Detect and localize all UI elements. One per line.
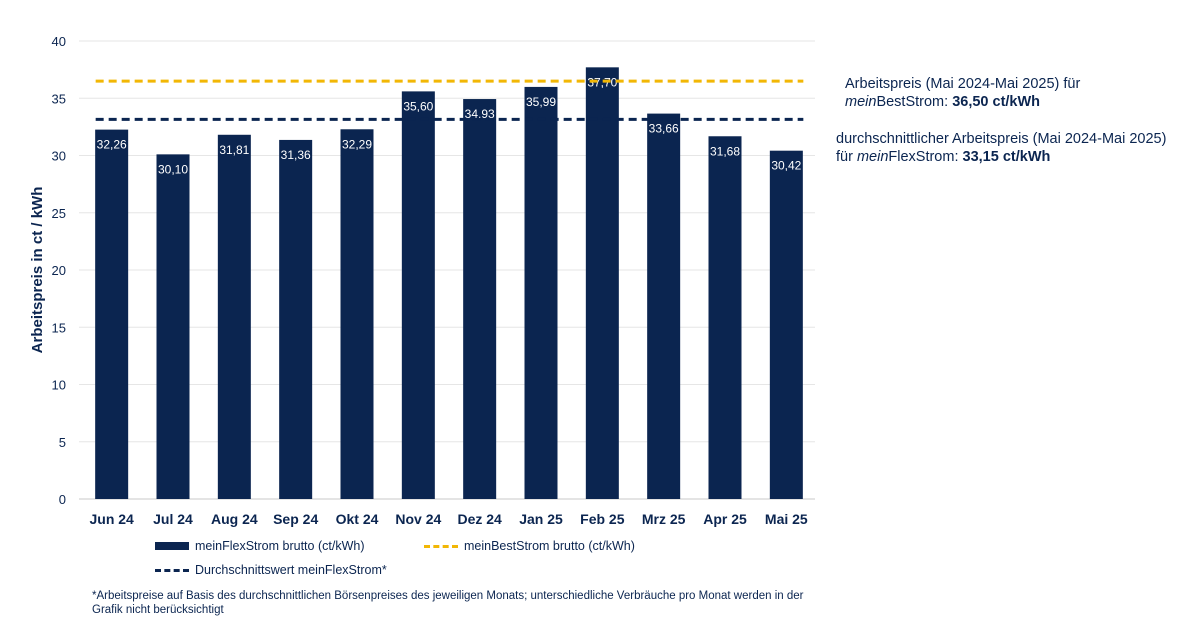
bar [279,139,313,500]
annotation-avg-price: durchschnittlicher Arbeitspreis (Mai 202… [836,130,1181,166]
bar-value-label: 33,66 [649,122,679,136]
annotation-avg-brand: FlexStrom: [888,149,963,165]
bar-value-label: 30,42 [771,159,801,173]
bar-value-label: 34,93 [465,107,495,121]
y-tick-label: 10 [52,378,66,393]
y-axis-label: Arbeitspreis in ct / kWh [29,187,46,354]
x-tick-label: Mrz 25 [642,511,686,527]
x-tick-label: Okt 24 [336,511,379,527]
bar-value-label: 31,81 [219,143,249,157]
annotation-best-price: Arbeitspreis (Mai 2024-Mai 2025) für mei… [845,75,1175,111]
x-tick-label: Dez 24 [457,511,502,527]
y-axis-ticks: 0 5 10 15 20 25 30 35 40 [52,34,66,507]
bar-value-label: 30,10 [158,162,188,176]
legend-swatch-dash-navy [155,568,189,572]
bar [217,134,251,499]
bar [647,113,681,499]
legend-item-beststrom: meinBestStrom brutto (ct/kWh) [424,539,635,553]
legend-swatch-dash-yellow [424,544,458,548]
bar [340,129,374,500]
y-tick-label: 5 [59,435,66,450]
bar-value-label: 32,29 [342,137,372,151]
bar-value-label: 31,36 [281,148,311,162]
x-tick-label: Nov 24 [395,511,441,527]
x-tick-label: Feb 25 [580,511,625,527]
bars: 32,26 30,10 31,81 31,36 32,29 35,60 34,93 35,99… [95,67,803,500]
bar-value-label: 37,70 [587,75,617,89]
y-tick-label: 30 [52,149,66,164]
bar-value-label: 32,26 [97,138,127,152]
legend-item-flexstrom: meinFlexStrom brutto (ct/kWh) [155,539,364,553]
y-tick-label: 35 [52,91,66,106]
x-tick-label: Jul 24 [153,511,193,527]
legend-label-flexstrom: meinFlexStrom brutto (ct/kWh) [195,539,365,553]
bar [769,150,803,500]
legend-label-beststrom: meinBestStrom brutto (ct/kWh) [464,539,635,553]
legend-item-average: Durchschnittswert meinFlexStrom* [155,563,387,577]
bar [708,136,742,499]
y-tick-label: 15 [52,320,66,335]
reference-lines [95,79,804,121]
annotation-best-value: 36,50 ct/kWh [952,94,1041,110]
bar-value-label: 31,68 [710,144,740,158]
x-tick-label: Sep 24 [273,511,318,527]
x-tick-label: Jun 24 [89,511,134,527]
footnote: *Arbeitspreise auf Basis des durchschnit… [92,590,804,616]
bar [463,99,497,499]
y-tick-label: 0 [59,492,66,507]
annotation-avg-text: durchschnittlicher Arbeitspreis (Mai 202… [836,131,1167,165]
legend-label-average: Durchschnittswert meinFlexStrom* [195,563,387,577]
annotation-best-brand: BestStrom: [876,94,953,110]
legend-swatch-bar [155,542,189,550]
y-tick-label: 20 [52,263,66,278]
bar [156,154,190,500]
grid-lines [79,40,815,500]
bar [401,91,435,499]
annotation-best-italic: mein [845,94,877,110]
bar [524,86,558,500]
x-tick-label: Mai 25 [765,511,808,527]
y-tick-label: 25 [52,206,66,221]
annotation-best-text: Arbeitspreis (Mai 2024-Mai 2025) für [845,76,1081,92]
x-tick-label: Jan 25 [519,511,563,527]
annotation-avg-value: 33,15 ct/kWh [962,149,1051,165]
x-tick-label: Apr 25 [703,511,747,527]
y-tick-label: 40 [52,34,66,49]
annotation-avg-italic: mein [856,149,889,165]
bar [585,67,619,500]
x-tick-label: Aug 24 [211,511,258,527]
bar [95,129,129,500]
x-axis-ticks: Jun 24 Jul 24 Aug 24 Sep 24 Okt 24 Nov 24 Dez … [89,511,807,527]
bar-value-label: 35,99 [526,95,556,109]
bar-value-label: 35,60 [403,99,433,113]
